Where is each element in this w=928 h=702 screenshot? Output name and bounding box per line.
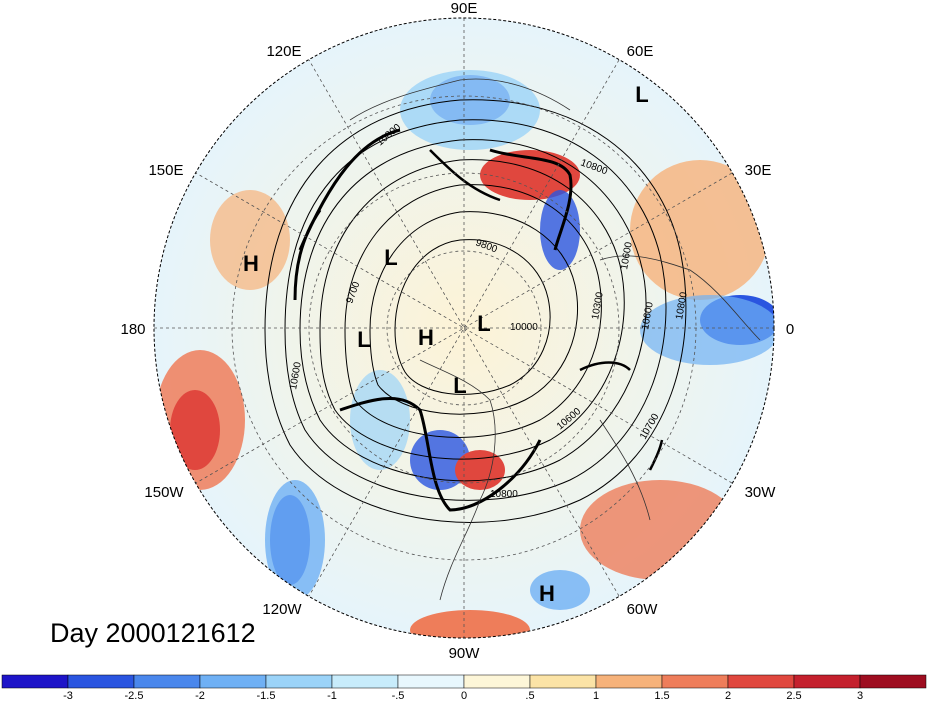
low-pressure-label: L: [357, 327, 370, 352]
contour-label: 10300: [590, 291, 606, 321]
colorbar-tick-label: -2: [195, 690, 205, 702]
low-pressure-label: L: [635, 82, 648, 107]
contour-label: 10800: [674, 291, 690, 321]
colorbar-tick-label: -1.5: [257, 690, 276, 702]
high-pressure-label: H: [418, 325, 434, 350]
contour-label: 10800: [490, 489, 518, 500]
colorbar-tick-label: -.5: [392, 690, 405, 702]
colorbar-swatch: [727, 674, 795, 689]
lon-label-60e: 60E: [627, 43, 654, 60]
colorbar-tick-label: 2: [725, 690, 731, 702]
colorbar-swatch: [793, 674, 861, 689]
day-title: Day 2000121612: [50, 618, 256, 648]
colorbar-swatch: [529, 674, 597, 689]
colorbar-swatch: [265, 674, 333, 689]
colorbar-swatch: [331, 674, 399, 689]
low-pressure-label: L: [384, 245, 397, 270]
colorbar-swatch: [397, 674, 465, 689]
graticule: [154, 18, 774, 638]
colorbar-swatch: [595, 674, 663, 689]
colorbar: -3 -2.5 -2 -1.5 -1 -.5 0 .5 1 1.5 2 2.5 3: [1, 674, 927, 702]
contour-label: 10600: [619, 241, 635, 271]
lon-label-90e: 90E: [451, 0, 478, 17]
lon-label-180: 180: [120, 321, 145, 338]
colorbar-tick-label: -1: [327, 690, 337, 702]
colorbar-tick-label: 3: [857, 690, 863, 702]
colorbar-swatch: [463, 674, 531, 689]
colorbar-tick-label: 1.5: [654, 690, 669, 702]
colorbar-swatch: [661, 674, 729, 689]
anomaly-field: [154, 18, 774, 638]
colorbar-swatch: [67, 674, 135, 689]
lon-label-90w: 90W: [449, 645, 481, 662]
lon-label-120w: 120W: [262, 601, 302, 618]
colorbar-swatch: [1, 674, 69, 689]
height-contours: [264, 99, 687, 523]
colorbar-tick-label: 0: [461, 690, 467, 702]
lon-label-150e: 150E: [148, 162, 183, 179]
low-pressure-label: L: [477, 311, 490, 336]
lon-label-30w: 30W: [745, 484, 777, 501]
lon-label-0: 0: [786, 321, 794, 338]
colorbar-tick-label: 2.5: [786, 690, 801, 702]
colorbar-tick-label: 1: [593, 690, 599, 702]
colorbar-swatch: [133, 674, 201, 689]
contour-label: 10600: [288, 361, 304, 391]
contour-label: 10000: [510, 322, 538, 333]
map-boundary: [153, 17, 775, 639]
colorbar-tick-label: .5: [525, 690, 534, 702]
lon-label-150w: 150W: [144, 484, 184, 501]
low-pressure-label: L: [453, 373, 466, 398]
lon-label-120e: 120E: [266, 43, 301, 60]
colorbar-swatch: [199, 674, 267, 689]
lon-label-30e: 30E: [745, 162, 772, 179]
high-pressure-label: H: [243, 251, 259, 276]
lon-label-60w: 60W: [627, 601, 659, 618]
colorbar-tick-label: -2.5: [125, 690, 144, 702]
contour-label: 10600: [640, 301, 656, 331]
coastlines: [349, 78, 761, 601]
high-pressure-label: H: [539, 581, 555, 606]
colorbar-tick-label: -3: [63, 690, 73, 702]
colorbar-swatch: [859, 674, 927, 689]
